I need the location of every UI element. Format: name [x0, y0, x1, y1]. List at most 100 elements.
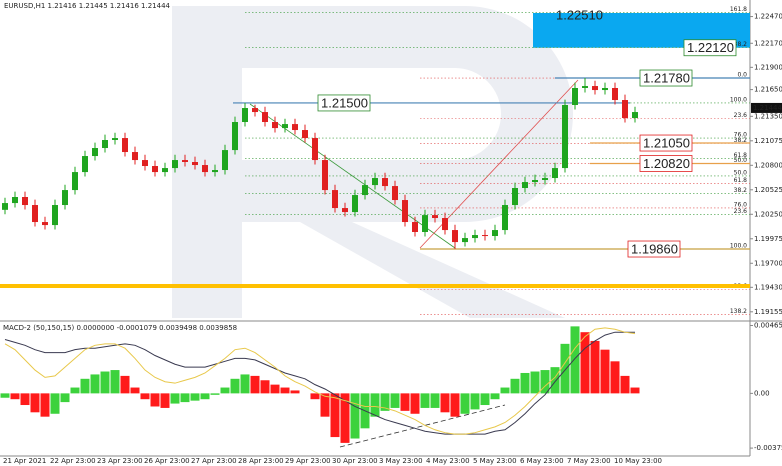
macd-bar	[220, 387, 230, 394]
candle-body	[162, 168, 168, 173]
macd-bar	[430, 393, 440, 408]
macd-bar	[290, 390, 300, 394]
candle-body	[222, 150, 228, 171]
candle-body	[142, 160, 148, 167]
macd-bar	[320, 393, 330, 417]
x-tick-label: 22 Apr 23:00	[50, 457, 96, 465]
candle-body	[272, 122, 278, 129]
candle-body	[32, 205, 38, 223]
candle-body	[362, 185, 368, 196]
macd-bar	[590, 340, 600, 394]
macd-bar	[340, 393, 350, 443]
watermark-bowl	[242, 6, 573, 318]
candle-body	[442, 218, 448, 231]
fib-label: 38.2	[734, 137, 748, 144]
candle-body	[572, 87, 578, 106]
candle-body	[402, 200, 408, 223]
macd-bar	[60, 393, 70, 403]
x-tick-label: 5 May 23:00	[473, 457, 517, 465]
level-label: 1.21050	[643, 135, 690, 150]
candle-body	[352, 195, 358, 213]
fib-label: 0.0	[737, 72, 747, 79]
level-label: 1.21780	[643, 70, 690, 85]
candle-body	[332, 190, 338, 209]
candle-body	[182, 160, 188, 163]
fib-label: 100.0	[730, 243, 747, 250]
macd-title: MACD-2 (50,150,15) 0.0000000 -0.0001079 …	[3, 324, 237, 332]
fib-label: 50.0	[734, 169, 748, 176]
candle-body	[92, 148, 98, 157]
y-tick-label: 1.20800	[754, 161, 782, 169]
fib-label: 61.8	[734, 177, 748, 184]
chart-title: EURUSD,H1 1.21416 1.21445 1.21416 1.2144…	[4, 2, 171, 10]
macd-bar	[190, 393, 200, 401]
macd-bar	[550, 367, 560, 394]
candle-body	[632, 112, 638, 119]
macd-y-tick-label: 0.00	[754, 389, 770, 397]
macd-y-tick-label: 0.0046598	[754, 321, 782, 329]
last-price-label: 1.21444	[753, 104, 782, 112]
macd-bar	[440, 393, 450, 413]
macd-bar	[410, 393, 420, 414]
candle-body	[12, 197, 18, 204]
candle-body	[42, 222, 48, 226]
candle-body	[262, 112, 268, 123]
macd-bar	[540, 370, 550, 394]
x-tick-label: 26 Apr 23:00	[144, 457, 190, 465]
macd-bar	[170, 393, 180, 404]
macd-bar	[40, 393, 50, 417]
level-label: 1.21500	[321, 95, 368, 110]
fib-label: 23.6	[734, 112, 748, 119]
level-box	[639, 69, 693, 87]
fib-label: 161.8	[730, 6, 747, 13]
x-tick-label: 3 May 23:00	[379, 457, 423, 465]
macd-bar	[50, 393, 60, 414]
macd-bar	[470, 393, 480, 410]
candle-body	[612, 87, 618, 101]
y-tick-label: 1.22170	[754, 39, 782, 47]
candle-body	[562, 105, 568, 169]
macd-bar	[480, 393, 490, 406]
last-price-box	[751, 102, 782, 113]
macd-bar	[70, 387, 80, 394]
fib-label: 100.0	[730, 96, 747, 103]
macd-bar	[620, 375, 630, 394]
macd-line	[4, 327, 636, 435]
y-tick-label: 1.19700	[754, 259, 782, 267]
level-label: 1.19860	[631, 241, 678, 256]
macd-bar	[510, 378, 520, 394]
candle-body	[582, 86, 588, 88]
x-tick-label: 4 May 23:00	[426, 457, 470, 465]
macd-bar	[210, 393, 220, 395]
fib-label: 76.0	[734, 132, 748, 139]
candle-body	[152, 166, 158, 173]
level-box	[639, 155, 693, 172]
candle-body	[172, 160, 178, 169]
macd-bar	[490, 393, 500, 400]
candle-body	[212, 170, 218, 173]
macd-bar	[250, 375, 260, 394]
candle-body	[52, 205, 58, 226]
candle-body	[292, 124, 298, 131]
macd-bar	[370, 393, 380, 417]
candle-body	[372, 178, 378, 186]
y-tick-label: 1.19975	[754, 235, 782, 243]
macd-bar	[150, 393, 160, 407]
macd-bar	[140, 393, 150, 400]
macd-bar	[20, 393, 30, 406]
x-tick-label: 23 Apr 23:00	[97, 457, 143, 465]
candle-body	[602, 87, 608, 91]
y-tick-label: 1.21650	[754, 86, 782, 94]
candle-body	[502, 205, 508, 231]
macd-bar	[580, 332, 590, 394]
candle-body	[522, 182, 528, 189]
macd-bar	[130, 387, 140, 394]
macd-bar	[310, 393, 320, 400]
candle-body	[532, 179, 538, 183]
macd-trend-line	[339, 404, 506, 448]
macd-bar	[400, 393, 410, 411]
candle-body	[542, 178, 548, 180]
level-box	[683, 39, 737, 57]
candle-body	[492, 230, 498, 237]
macd-bar	[240, 374, 250, 394]
